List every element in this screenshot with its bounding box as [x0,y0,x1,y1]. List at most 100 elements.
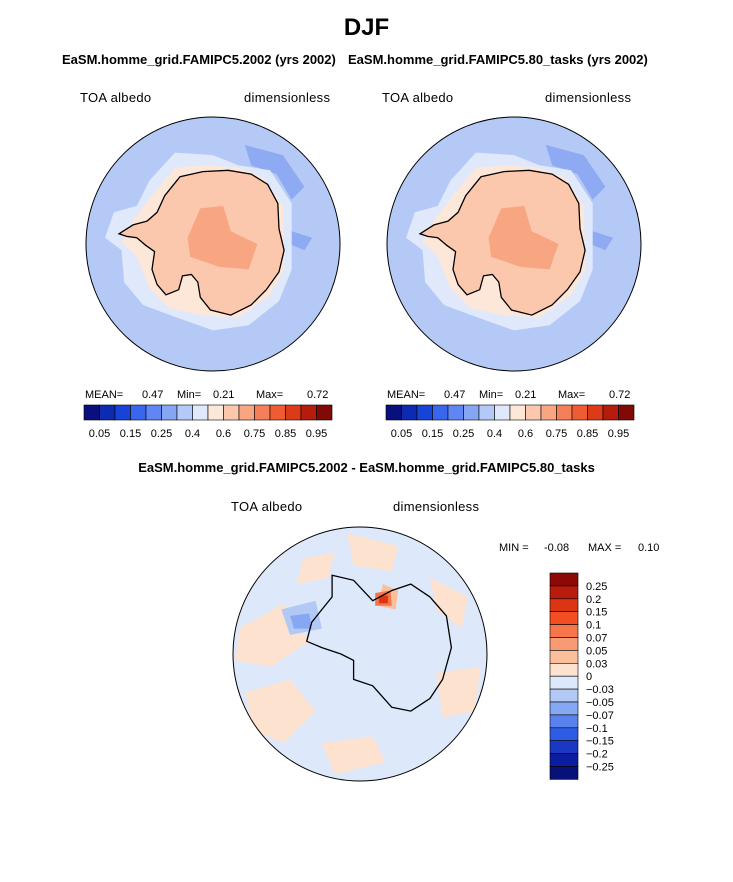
colorbar-swatch [549,766,579,780]
panel-3-min-label: MIN = [499,542,529,554]
colorbar-tick-label: 0.05 [391,428,412,440]
colorbar-swatch [207,404,224,421]
panel-2-title: EaSM.homme_grid.FAMIPC5.80_tasks (yrs 20… [348,52,648,67]
colorbar-tick-label: 0.6 [216,428,231,440]
colorbar-swatch [549,727,579,741]
positive-anomaly [347,533,399,572]
panel-3-title: EaSM.homme_grid.FAMIPC5.2002 - EaSM.homm… [138,460,595,475]
colorbar-tick-label: 0.15 [586,607,607,619]
colorbar-swatch [145,404,162,421]
colorbar-tick-label: 0 [586,671,592,683]
colorbar-swatch [161,404,178,421]
panel-1-mean-label: MEAN= [85,389,124,401]
colorbar-swatch [556,404,573,421]
colorbar-tick-label: 0.2 [586,594,601,606]
positive-anomaly [296,552,335,585]
colorbar-swatch [401,404,418,421]
coastline [305,574,453,712]
colorbar-3: 0.250.20.150.10.070.050.030−0.03−0.05−0.… [549,572,614,780]
panel-1-max-label: Max= [256,389,284,401]
panel-2-min-label: Min= [479,389,504,401]
colorbar-swatch [285,404,302,421]
albedo-map-1 [85,116,341,372]
map-border [232,526,488,782]
colorbar-swatch [618,404,635,421]
colorbar-tick-label: 0.15 [120,428,141,440]
colorbar-swatch [385,404,402,421]
coastline [117,169,285,316]
panel-2-mean-label: MEAN= [387,389,426,401]
colorbar-tick-label: −0.03 [586,684,614,696]
low-albedo-patch [590,231,614,251]
low-albedo-patch [244,144,305,200]
map-border [85,116,341,372]
colorbar-tick-label: 0.25 [151,428,172,440]
panel-2-max-label: Max= [558,389,586,401]
panel-1-title: EaSM.homme_grid.FAMIPC5.2002 (yrs 2002) [62,52,336,67]
positive-anomaly [436,666,481,718]
plateau-high-albedo [187,205,258,270]
colorbar-swatch [549,624,579,638]
positive-anomaly-peak [379,595,388,604]
colorbar-tick-label: −0.25 [586,762,614,774]
colorbar-tick-label: 0.03 [586,658,607,670]
positive-anomaly [245,679,316,743]
colorbar-tick-label: 0.85 [275,428,296,440]
colorbar-swatch [549,637,579,651]
colorbar-tick-label: 0.4 [185,428,200,440]
colorbar-swatch [549,688,579,703]
colorbar-swatch [549,650,579,664]
colorbar-tick-label: 0.85 [577,428,598,440]
colorbar-tick-label: 0.25 [453,428,474,440]
colorbar-tick-label: −0.07 [586,710,614,722]
colorbar-swatch [549,598,579,612]
colorbar-swatch [549,675,579,690]
colorbar-tick-label: 0.25 [586,581,607,593]
colorbar-tick-label: 0.6 [518,428,533,440]
panel-1-variable: TOA albedo [80,90,152,105]
map-border [386,116,642,372]
panel-3-max-label: MAX = [588,542,622,554]
panel-2-max-value: 0.72 [609,389,631,401]
colorbar-swatch [494,404,511,421]
panel-3-variable: TOA albedo [231,499,303,514]
page-title: DJF [343,14,390,41]
positive-anomaly [429,577,468,629]
colorbar-tick-label: 0.95 [608,428,629,440]
colorbar-swatch [549,714,579,729]
colorbar-swatch [83,404,100,421]
colorbar-swatch [176,404,193,421]
colorbar-swatch [525,404,542,421]
colorbar-swatch [549,585,579,600]
colorbar-swatch [540,404,557,421]
colorbar-tick-label: 0.1 [586,620,601,632]
low-albedo-patch [545,144,606,200]
colorbar-swatch [509,404,526,421]
plateau-high-albedo [488,205,559,270]
panel-2-mean-value: 0.47 [444,389,466,401]
colorbar-swatch [549,740,579,754]
positive-anomaly [321,736,386,775]
colorbar-swatch [99,404,116,421]
colorbar-swatch [549,572,579,587]
colorbar-tick-label: 0.05 [586,645,607,657]
panel-1-min-value: 0.21 [213,389,235,401]
coastline [418,169,586,316]
panel-2-min-value: 0.21 [515,389,537,401]
panel-3-min-value: -0.08 [544,542,570,554]
colorbar-swatch [432,404,449,421]
colorbar-swatch [549,753,579,767]
low-albedo-patch [289,231,313,251]
negative-anomaly [290,613,312,629]
panel-3-max-value: 0.10 [638,542,660,554]
colorbar-tick-label: 0.4 [487,428,502,440]
colorbar-swatch [571,404,588,421]
colorbar-tick-label: 0.95 [306,428,327,440]
colorbar-1: 0.05 0.15 0.25 0.4 0.6 0.75 0.85 0.95 [83,404,333,440]
colorbar-swatch [300,404,317,421]
colorbar-2: 0.05 0.15 0.25 0.4 0.6 0.75 0.85 0.95 [385,404,635,440]
panel-3-units: dimensionless [393,499,480,514]
panel-1-max-value: 0.72 [307,389,329,401]
panel-1-min-label: Min= [177,389,202,401]
panel-2-variable: TOA albedo [382,90,454,105]
